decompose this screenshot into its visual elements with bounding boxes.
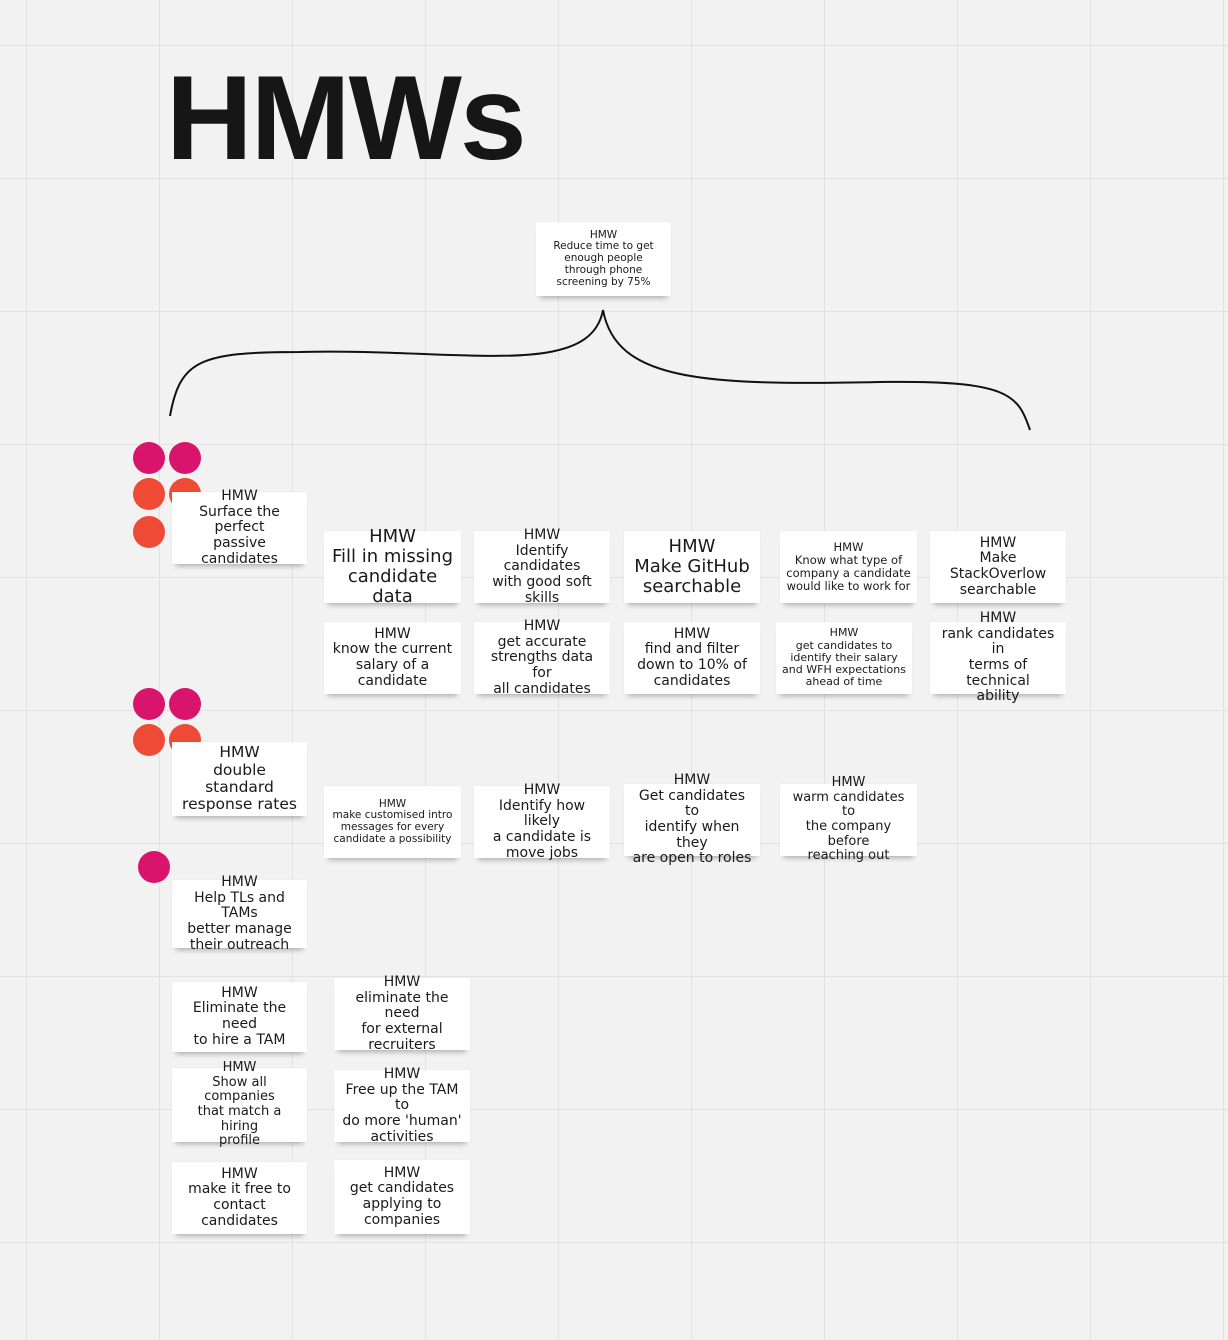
hmw-note[interactable]: HMW Surface the perfect passive candidat… — [172, 487, 307, 567]
hmw-note[interactable]: HMW Show all companies that match a hiri… — [172, 1061, 307, 1148]
board-title: HMWs — [166, 51, 527, 185]
note-text: HMW know the current salary of a candida… — [332, 625, 453, 689]
note-text: HMW Get candidates to identify when they… — [632, 771, 752, 867]
note-text: HMW get accurate strengths data for all … — [490, 617, 594, 697]
hmw-note[interactable]: HMW Fill in missing candidate data — [324, 526, 461, 607]
hmw-note[interactable]: HMW eliminate the need for external recr… — [334, 973, 470, 1053]
vote-dot[interactable] — [133, 516, 165, 548]
note-text: HMW Identify candidates with good soft s… — [492, 526, 592, 606]
note-text: HMW Know what type of company a candidat… — [786, 540, 911, 593]
note-text: HMW Fill in missing candidate data — [331, 525, 454, 608]
note-text: HMW rank candidates in terms of technica… — [941, 609, 1055, 705]
note-text: HMW Eliminate the need to hire a TAM — [192, 984, 287, 1048]
hmw-note[interactable]: HMW get accurate strengths data for all … — [474, 617, 610, 697]
note-text: HMW find and filter down to 10% of candi… — [637, 625, 747, 689]
note-text: HMW Identify how likely a candidate is m… — [492, 781, 592, 861]
hmw-note[interactable]: HMW Get candidates to identify when they… — [624, 772, 760, 866]
hmw-note[interactable]: HMW Help TLs and TAMs better manage thei… — [172, 874, 307, 952]
note-text: HMW Help TLs and TAMs better manage thei… — [187, 873, 292, 953]
vote-dot[interactable] — [169, 442, 201, 474]
hmw-note[interactable]: HMW double standard response rates — [172, 742, 307, 816]
vote-dot[interactable] — [133, 442, 165, 474]
note-text: HMW eliminate the need for external recr… — [355, 973, 449, 1053]
vote-dot[interactable] — [169, 688, 201, 720]
vote-dot[interactable] — [133, 688, 165, 720]
note-text: HMW double standard response rates — [182, 743, 297, 814]
hmw-note[interactable]: HMW Free up the TAM to do more 'human' a… — [334, 1065, 470, 1145]
hmw-note[interactable]: HMW get candidates to identify their sal… — [776, 622, 912, 694]
hmw-note[interactable]: HMW make it free to contact candidates — [172, 1162, 307, 1234]
hmw-note[interactable]: HMW make customised intro messages for e… — [324, 786, 461, 858]
hmw-note[interactable]: HMW find and filter down to 10% of candi… — [624, 622, 760, 694]
vote-dot[interactable] — [133, 478, 165, 510]
brace-connector — [169, 309, 1031, 431]
note-text: HMW Show all companies that match a hiri… — [197, 1060, 282, 1149]
note-text: HMW Reduce time to get enough people thr… — [553, 228, 654, 288]
note-text: HMW get candidates applying to companies — [349, 1164, 455, 1228]
note-text: HMW Free up the TAM to do more 'human' a… — [342, 1065, 462, 1145]
vote-dot[interactable] — [133, 724, 165, 756]
note-text: HMW make it free to contact candidates — [188, 1165, 291, 1229]
note-text: HMW get candidates to identify their sal… — [782, 626, 906, 689]
hmw-note[interactable]: HMW Identify how likely a candidate is m… — [474, 781, 610, 861]
root-hmw-note[interactable]: HMW Reduce time to get enough people thr… — [536, 222, 671, 296]
hmw-note[interactable]: HMW Make GitHub searchable — [624, 531, 760, 603]
note-text: HMW make customised intro messages for e… — [332, 797, 453, 845]
note-text: HMW Make GitHub searchable — [634, 535, 750, 598]
hmw-note[interactable]: HMW rank candidates in terms of technica… — [930, 610, 1066, 704]
vote-dot[interactable] — [138, 851, 170, 883]
note-text: HMW warm candidates to the company befor… — [792, 775, 905, 864]
hmw-note[interactable]: HMW warm candidates to the company befor… — [780, 776, 917, 863]
hmw-note[interactable]: HMW Eliminate the need to hire a TAM — [172, 982, 307, 1052]
note-text: HMW Make StackOverlow searchable — [949, 534, 1047, 598]
note-text: HMW Surface the perfect passive candidat… — [199, 487, 280, 567]
hmw-note[interactable]: HMW Know what type of company a candidat… — [780, 531, 917, 603]
hmw-note[interactable]: HMW know the current salary of a candida… — [324, 622, 461, 694]
hmw-note[interactable]: HMW get candidates applying to companies — [334, 1160, 470, 1234]
hmw-note[interactable]: HMW Make StackOverlow searchable — [930, 531, 1066, 603]
hmw-note[interactable]: HMW Identify candidates with good soft s… — [474, 526, 610, 606]
